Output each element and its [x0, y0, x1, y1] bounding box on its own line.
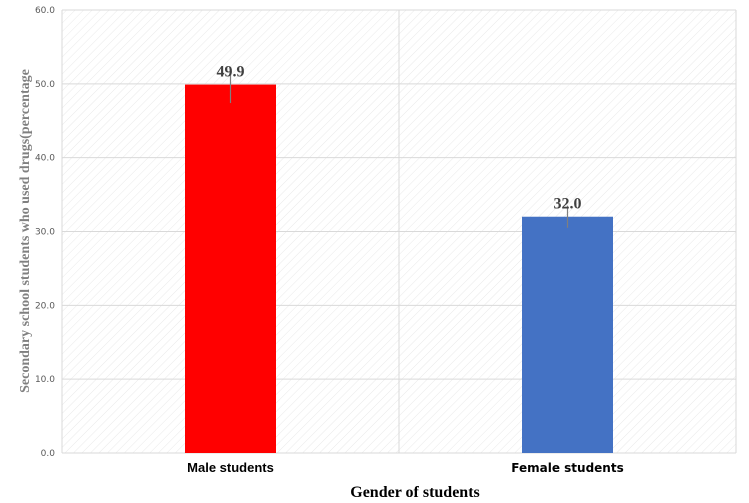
- y-tick-label: 10.0: [35, 375, 55, 385]
- x-axis-title: Gender of students: [350, 484, 480, 501]
- x-tick-label: Female students: [511, 461, 623, 475]
- y-axis-title: Secondary school students who used drugs…: [18, 69, 33, 393]
- y-axis-ticks: 0.0 10.0 20.0 30.0 40.0 50.0 60.0: [35, 6, 55, 459]
- y-tick-label: 30.0: [35, 228, 55, 238]
- y-tick-label: 40.0: [35, 154, 55, 164]
- y-tick-label: 50.0: [35, 80, 55, 90]
- bars: 49.9 32.0: [185, 64, 613, 454]
- bar: [522, 216, 613, 453]
- data-label: 49.9: [217, 64, 245, 81]
- data-label: 32.0: [554, 196, 582, 213]
- y-tick-label: 20.0: [35, 301, 55, 311]
- x-axis-categories: Male students Female students: [187, 460, 624, 475]
- y-tick-label: 60.0: [35, 6, 55, 16]
- y-tick-label: 0.0: [41, 449, 56, 459]
- gridlines: [61, 9, 737, 454]
- bar: [185, 84, 276, 454]
- x-tick-label: Male students: [187, 460, 274, 475]
